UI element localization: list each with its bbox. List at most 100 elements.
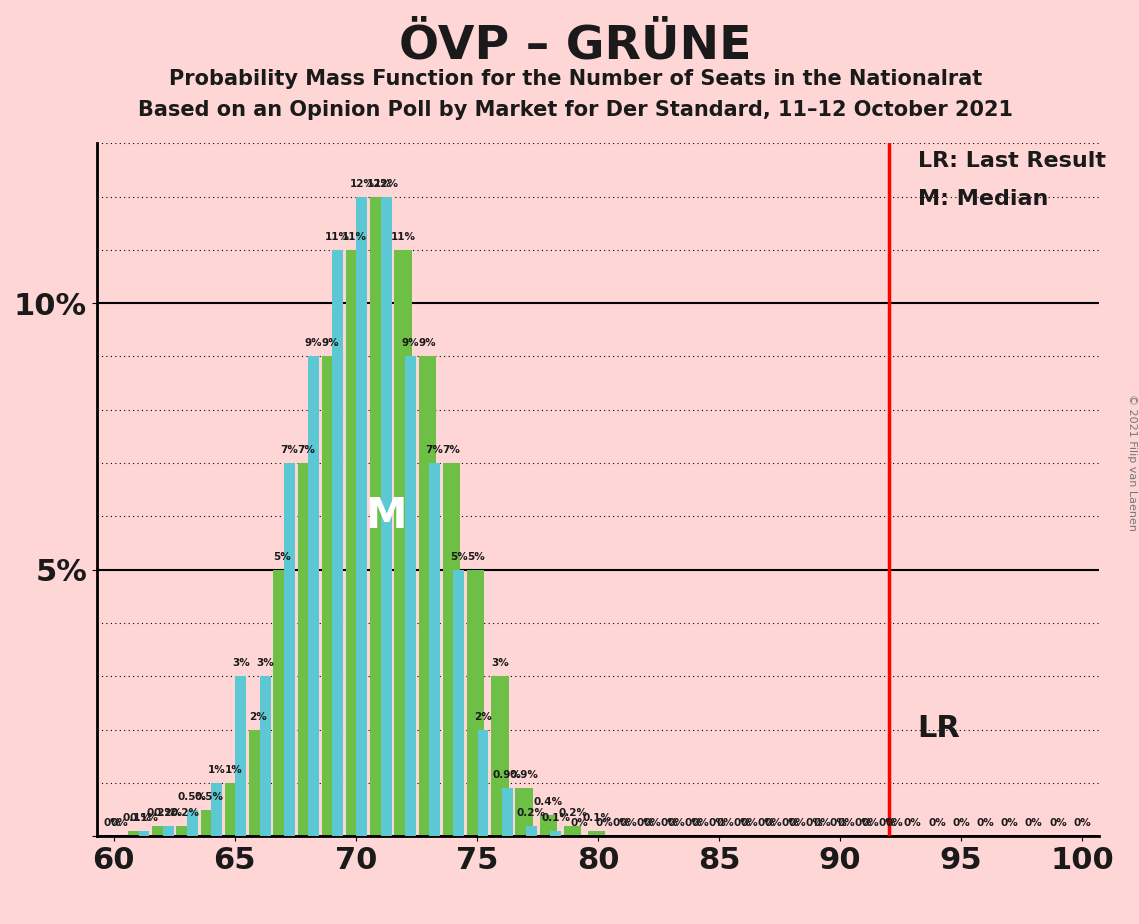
Text: © 2021 Filip van Laenen: © 2021 Filip van Laenen — [1126, 394, 1137, 530]
Bar — [260, 676, 271, 836]
Text: 0.1%: 0.1% — [122, 813, 151, 823]
Bar — [297, 463, 316, 836]
Text: 0%: 0% — [952, 819, 970, 828]
Bar — [418, 357, 436, 836]
Text: 0.5%: 0.5% — [195, 792, 224, 802]
Text: 0.5%: 0.5% — [178, 792, 207, 802]
Text: 11%: 11% — [326, 232, 350, 242]
Bar — [333, 249, 343, 836]
Text: 0%: 0% — [886, 819, 903, 828]
Text: 0%: 0% — [661, 819, 678, 828]
Text: 0%: 0% — [644, 819, 662, 828]
Text: 0%: 0% — [637, 819, 654, 828]
Text: 3%: 3% — [256, 658, 274, 668]
Text: 0.4%: 0.4% — [534, 796, 563, 807]
Text: 2%: 2% — [474, 711, 492, 722]
Text: 0%: 0% — [1025, 819, 1042, 828]
Bar — [467, 570, 484, 836]
Text: 0%: 0% — [734, 819, 751, 828]
Bar — [249, 730, 267, 836]
Text: ÖVP – GRÜNE: ÖVP – GRÜNE — [399, 23, 752, 68]
Bar — [516, 788, 533, 836]
Text: 0%: 0% — [854, 819, 872, 828]
Bar — [284, 463, 295, 836]
Text: 9%: 9% — [305, 338, 322, 348]
Text: 12%: 12% — [367, 178, 392, 188]
Text: 12%: 12% — [374, 178, 399, 188]
Text: 0.9%: 0.9% — [493, 771, 522, 780]
Bar — [588, 831, 606, 836]
Bar — [346, 249, 363, 836]
Bar — [564, 825, 581, 836]
Text: 0%: 0% — [693, 819, 710, 828]
Bar — [357, 197, 368, 836]
Bar — [187, 809, 198, 836]
Text: 0%: 0% — [612, 819, 630, 828]
Text: 1%: 1% — [224, 765, 243, 775]
Text: Probability Mass Function for the Number of Seats in the Nationalrat: Probability Mass Function for the Number… — [169, 69, 982, 90]
Text: 2%: 2% — [249, 711, 267, 722]
Text: M: M — [366, 495, 407, 538]
Bar — [273, 570, 290, 836]
Bar — [177, 825, 194, 836]
Text: M: Median: M: Median — [918, 188, 1048, 209]
Text: 0.1%: 0.1% — [541, 813, 571, 823]
Text: 7%: 7% — [297, 445, 316, 455]
Text: 0%: 0% — [571, 819, 589, 828]
Text: LR: Last Result: LR: Last Result — [918, 152, 1106, 171]
Text: 12%: 12% — [350, 178, 375, 188]
Bar — [453, 570, 465, 836]
Bar — [308, 357, 319, 836]
Text: 0.2%: 0.2% — [558, 808, 587, 818]
Bar — [443, 463, 460, 836]
Text: 9%: 9% — [321, 338, 339, 348]
Text: 0%: 0% — [781, 819, 800, 828]
Text: 7%: 7% — [280, 445, 298, 455]
Text: 0%: 0% — [861, 819, 879, 828]
Bar — [139, 831, 149, 836]
Bar — [200, 809, 218, 836]
Text: 0.2%: 0.2% — [147, 808, 175, 818]
Bar — [211, 783, 222, 836]
Bar — [477, 730, 489, 836]
Text: 0.1%: 0.1% — [130, 813, 158, 823]
Text: 0%: 0% — [1001, 819, 1018, 828]
Text: 7%: 7% — [426, 445, 443, 455]
Text: 9%: 9% — [418, 338, 436, 348]
Text: 7%: 7% — [443, 445, 460, 455]
Text: 0%: 0% — [830, 819, 847, 828]
Bar — [429, 463, 440, 836]
Text: 0%: 0% — [878, 819, 896, 828]
Bar — [163, 825, 173, 836]
Text: 11%: 11% — [342, 232, 367, 242]
Text: 0%: 0% — [928, 819, 945, 828]
Text: 0%: 0% — [708, 819, 727, 828]
Text: 0.9%: 0.9% — [509, 771, 539, 780]
Bar — [394, 249, 412, 836]
Bar — [491, 676, 509, 836]
Text: 3%: 3% — [491, 658, 509, 668]
Text: 0.2%: 0.2% — [171, 808, 199, 818]
Text: 1%: 1% — [207, 765, 226, 775]
Text: 0.2%: 0.2% — [154, 808, 182, 818]
Text: 3%: 3% — [232, 658, 249, 668]
Text: 0%: 0% — [104, 819, 122, 828]
Text: 0%: 0% — [667, 819, 686, 828]
Text: 0%: 0% — [904, 819, 921, 828]
Text: 11%: 11% — [391, 232, 416, 242]
Bar — [550, 831, 562, 836]
Text: LR: LR — [918, 713, 960, 743]
Bar — [380, 197, 392, 836]
Text: 5%: 5% — [273, 552, 290, 562]
Bar — [502, 788, 513, 836]
Bar — [404, 357, 416, 836]
Bar — [526, 825, 536, 836]
Bar — [370, 197, 387, 836]
Bar — [321, 357, 339, 836]
Bar — [153, 825, 170, 836]
Text: 0%: 0% — [764, 819, 782, 828]
Text: 0%: 0% — [837, 819, 855, 828]
Text: 0.1%: 0.1% — [582, 813, 612, 823]
Text: Based on an Opinion Poll by Market for Der Standard, 11–12 October 2021: Based on an Opinion Poll by Market for D… — [138, 100, 1013, 120]
Text: 0.2%: 0.2% — [517, 808, 546, 818]
